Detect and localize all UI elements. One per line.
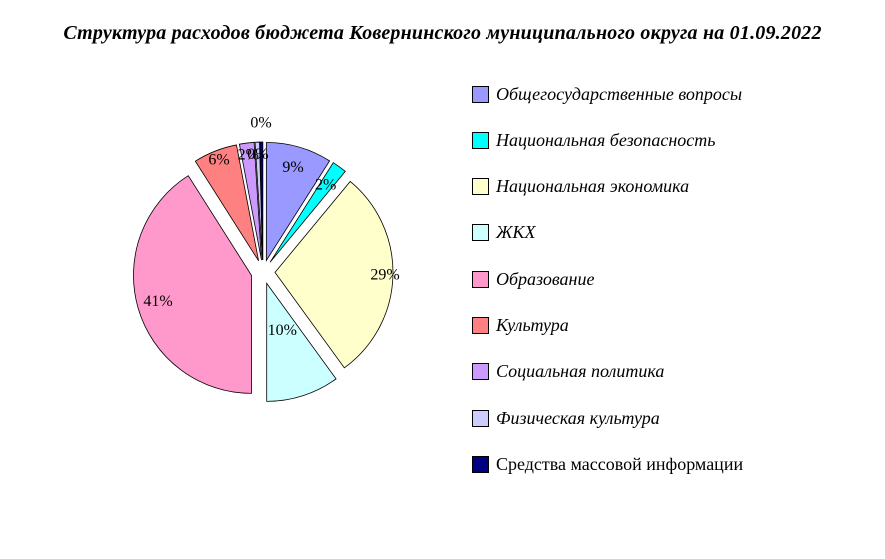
pie-slice-6: [194, 144, 259, 262]
pie-slice-2: [269, 162, 346, 263]
legend-swatch-icon: [472, 455, 489, 473]
legend-item-1: Общегосударственные вопросы: [472, 84, 742, 104]
pie-slice-5: [133, 175, 252, 394]
slice-label-6: 6%: [208, 151, 229, 168]
slice-label-1: 9%: [282, 159, 303, 176]
legend-swatch-icon: [472, 224, 489, 242]
slice-label-7: 2%: [238, 147, 259, 164]
legend-label: Социальная политика: [496, 361, 665, 382]
legend-item-8: Физическая культура: [472, 408, 660, 428]
legend-item-6: Культура: [472, 315, 569, 336]
legend-label: Культура: [496, 315, 569, 335]
legend-label: Образование: [496, 268, 595, 289]
legend-label: Средства массовой информации: [496, 453, 744, 474]
legend-swatch-icon: [472, 131, 489, 149]
legend-item-3: Национальная экономика: [472, 176, 690, 197]
legend-item-2: Национальная безопасность: [472, 130, 715, 150]
pie-slice-3: [274, 180, 394, 369]
slice-label-2: 2%: [315, 176, 336, 193]
legend-label: ЖКХ: [496, 222, 536, 243]
slice-label-3: 29%: [370, 266, 399, 283]
pie-slice-9: [259, 141, 264, 261]
legend-label: Физическая культура: [496, 407, 660, 428]
legend-item-4: ЖКХ: [472, 222, 536, 243]
slice-label-8: 0%: [247, 146, 268, 163]
chart-title: Структура расходов бюджета Ковернинского…: [63, 22, 822, 44]
legend-swatch-icon: [472, 178, 489, 196]
legend-label: Национальная безопасность: [496, 129, 716, 150]
legend-item-7: Социальная политика: [472, 361, 665, 382]
legend-item-9: Средства массовой информации: [472, 454, 743, 474]
legend-swatch-icon: [472, 85, 489, 103]
legend-label: Общегосударственные вопросы: [496, 83, 743, 104]
legend-swatch-icon: [472, 409, 489, 427]
slice-label-9: 0%: [250, 114, 271, 131]
legend-item-5: Образование: [472, 269, 594, 289]
legend-swatch-icon: [472, 270, 489, 288]
pie-slice-1: [265, 142, 331, 262]
pie-slice-7: [238, 141, 262, 261]
legend-label: Национальная экономика: [496, 176, 690, 197]
pie-slice-4: [266, 282, 337, 402]
legend-swatch-icon: [472, 317, 489, 334]
legend-swatch-icon: [472, 363, 489, 381]
slice-label-4: 10%: [268, 322, 297, 339]
slice-label-5: 41%: [143, 293, 172, 310]
